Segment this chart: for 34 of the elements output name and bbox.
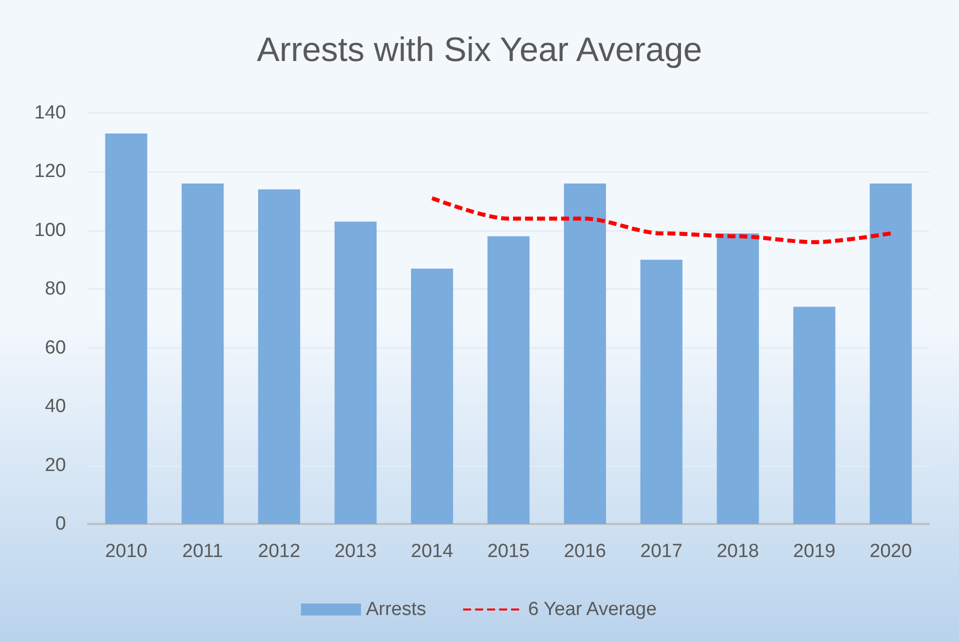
x-tick-label: 2015 (487, 541, 530, 562)
bar (105, 134, 148, 524)
bar (564, 183, 606, 524)
y-tick-label: 0 (55, 514, 66, 534)
x-tick-label: 2012 (258, 541, 300, 562)
y-tick-label: 40 (44, 396, 66, 418)
legend-label: 6 Year Average (528, 599, 657, 620)
bar (487, 236, 530, 524)
y-tick-label: 80 (44, 278, 66, 300)
x-tick-label: 2014 (410, 541, 454, 562)
y-tick-label: 120 (34, 161, 66, 182)
line-series (430, 196, 893, 244)
y-tick-label: 140 (34, 102, 66, 124)
x-tick-label: 2019 (793, 541, 836, 562)
y-tick-label: 100 (34, 220, 66, 241)
x-tick-label: 2011 (182, 541, 224, 562)
bar (793, 306, 836, 524)
x-tick-label: 2020 (870, 541, 912, 562)
y-tick-label: 60 (44, 337, 66, 358)
x-tick-label: 2018 (716, 541, 760, 562)
bar (334, 222, 377, 524)
chart-title: Arrests with Six Year Average (256, 31, 702, 69)
bar (258, 189, 300, 524)
bar (870, 183, 912, 524)
bar (640, 260, 682, 524)
y-tick-label: 20 (44, 454, 66, 476)
bar (716, 233, 759, 524)
x-tick-label: 2010 (105, 541, 148, 562)
x-tick-label: 2016 (564, 541, 606, 562)
legend-label: Arrests (366, 599, 426, 620)
x-tick-label: 2017 (640, 541, 683, 562)
bar (182, 183, 224, 524)
bar (411, 268, 454, 524)
x-tick-label: 2013 (334, 541, 377, 562)
